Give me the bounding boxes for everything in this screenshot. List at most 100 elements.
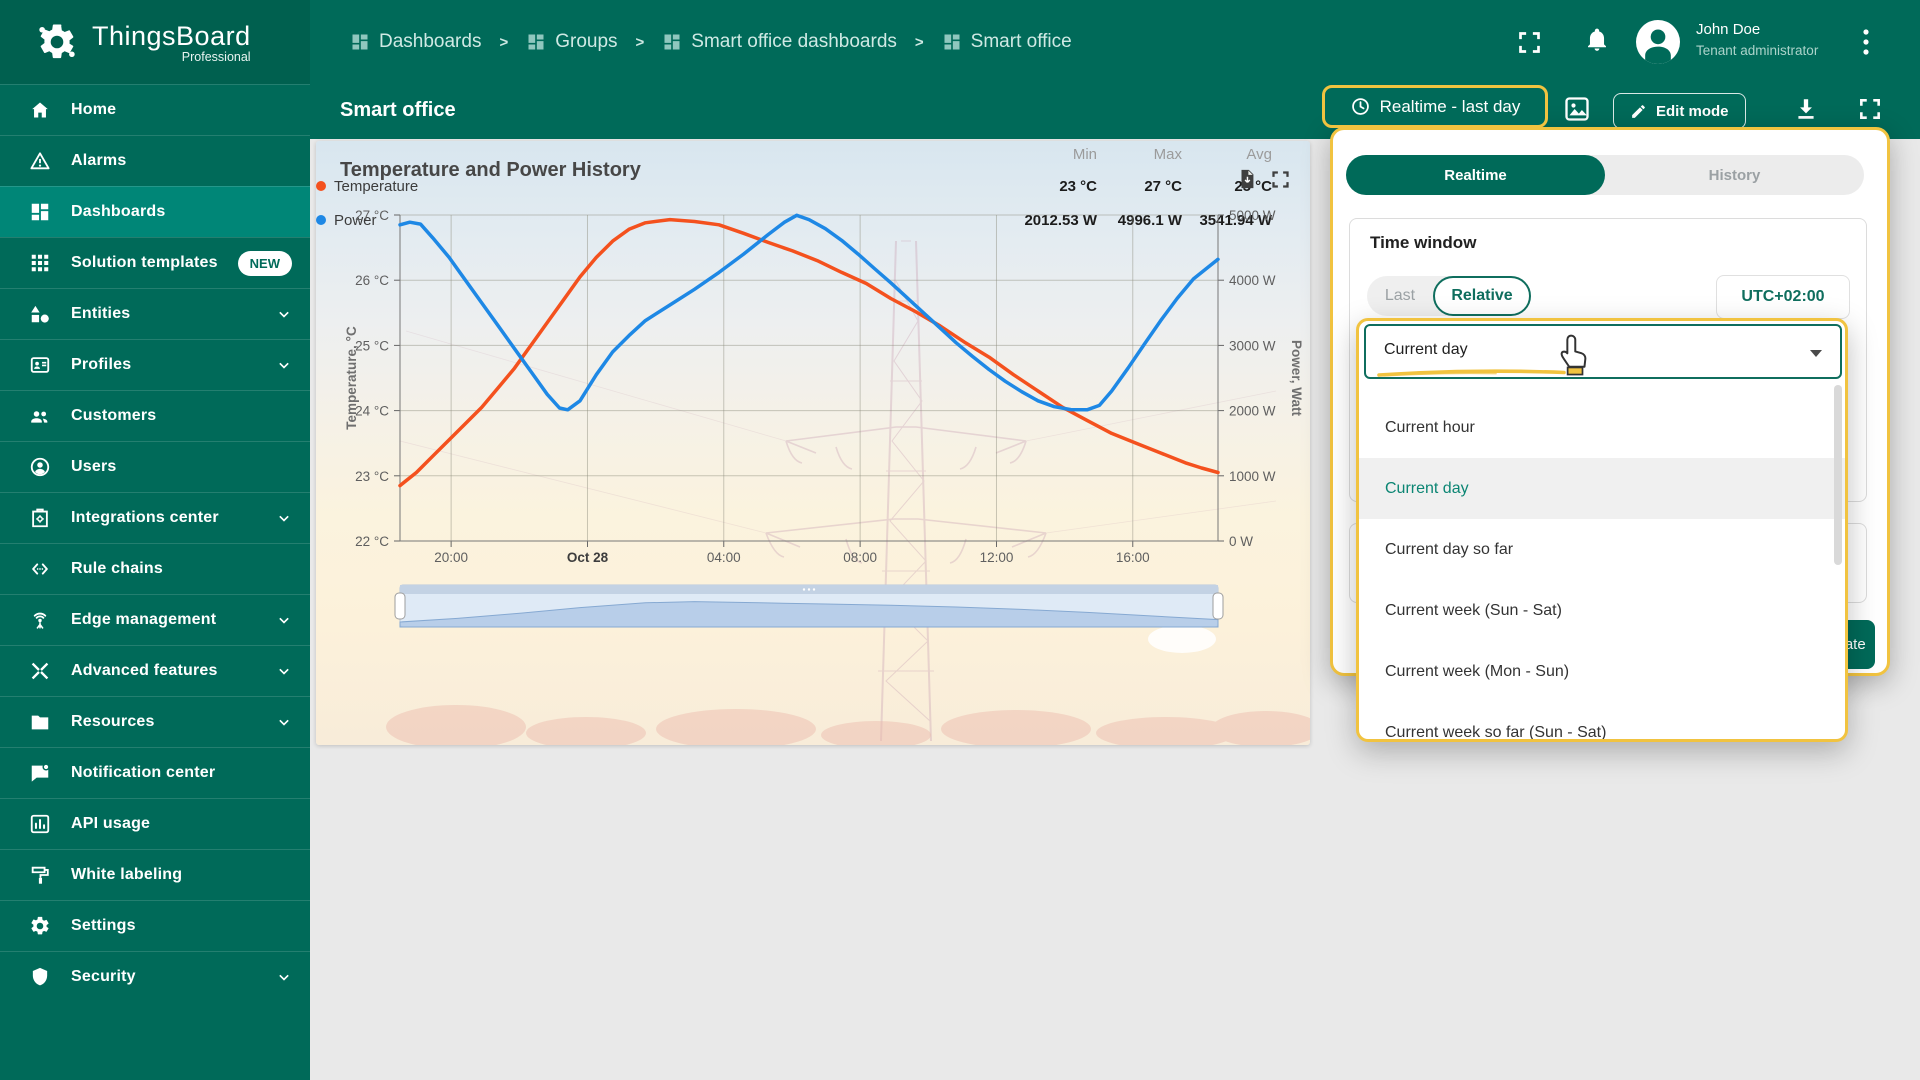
breadcrumb-separator: >	[914, 33, 924, 51]
svg-text:24 °C: 24 °C	[355, 404, 389, 419]
dropdown-scrollbar[interactable]	[1834, 385, 1842, 565]
pencil-icon	[1630, 103, 1647, 120]
power-line	[398, 213, 1220, 412]
sidebar-item-api-usage[interactable]: API usage	[0, 798, 310, 849]
chevron-down-icon	[274, 508, 294, 528]
logo-gear-icon	[36, 21, 78, 63]
breadcrumb-item-smart-office[interactable]: Smart office	[942, 31, 1072, 53]
sidebar-item-settings[interactable]: Settings	[0, 900, 310, 951]
breadcrumb-item-smart-office-dashboards[interactable]: Smart office dashboards	[662, 31, 897, 53]
sidebar-item-profiles[interactable]: Profiles	[0, 339, 310, 390]
chevron-down-icon	[274, 712, 294, 732]
temperature-line	[398, 217, 1220, 488]
page-title: Smart office	[340, 99, 456, 121]
alarms-icon	[28, 150, 52, 172]
series-dot-icon	[316, 215, 326, 225]
download-icon[interactable]	[1793, 96, 1819, 122]
sidebar-item-integrations-center[interactable]: Integrations center	[0, 492, 310, 543]
solution-templates-icon	[28, 252, 52, 274]
tab-realtime[interactable]: Realtime	[1346, 155, 1605, 195]
navigator-right-handle[interactable]	[1212, 592, 1224, 620]
sidebar-menu: Home Alarms Dashboards Solution templates NE…	[0, 84, 310, 1002]
dashboard-image-icon[interactable]	[1563, 95, 1591, 123]
series-dot-icon	[316, 181, 326, 191]
app-logo[interactable]: ThingsBoard Professional	[0, 0, 310, 84]
svg-text:27 °C: 27 °C	[355, 208, 389, 223]
sidebar-item-users[interactable]: Users	[0, 441, 310, 492]
notifications-bell-icon[interactable]	[1584, 27, 1610, 53]
sidebar-item-dashboards[interactable]: Dashboards	[0, 186, 310, 237]
sidebar-item-rule-chains[interactable]: Rule chains	[0, 543, 310, 594]
dashboards-icon	[28, 201, 52, 223]
fullscreen-icon[interactable]	[1516, 29, 1543, 56]
mode-relative-button[interactable]: Relative	[1433, 276, 1531, 316]
tour-highlight-underline	[1377, 369, 1566, 377]
customers-icon	[28, 405, 52, 427]
svg-text:25 °C: 25 °C	[355, 338, 389, 353]
sidebar-item-alarms[interactable]: Alarms	[0, 135, 310, 186]
dashboard-grid-icon	[526, 32, 546, 52]
app-edition: Professional	[181, 49, 251, 64]
home-icon	[28, 99, 52, 121]
option-current-day[interactable]: Current day	[1359, 458, 1845, 519]
sidebar-item-solution-templates[interactable]: Solution templates NEW	[0, 237, 310, 288]
legend-col-avg: Avg	[1246, 145, 1272, 163]
option-current-week-so-far-sun-sat-[interactable]: Current week so far (Sun - Sat)	[1385, 723, 1607, 741]
app-name: ThingsBoard	[92, 20, 251, 51]
sidebar-item-notification-center[interactable]: Notification center	[0, 747, 310, 798]
sidebar-item-home[interactable]: Home	[0, 84, 310, 135]
time-range-navigator[interactable]	[394, 584, 1224, 628]
navigator-left-handle[interactable]	[394, 592, 406, 620]
svg-text:0 W: 0 W	[1229, 534, 1253, 549]
option-current-week-sun-sat-[interactable]: Current week (Sun - Sat)	[1385, 601, 1562, 619]
breadcrumb-separator: >	[499, 33, 509, 51]
svg-text:1000 W: 1000 W	[1229, 469, 1276, 484]
sidebar-item-security[interactable]: Security	[0, 951, 310, 1002]
edit-mode-button[interactable]: Edit mode	[1613, 93, 1746, 129]
sidebar-item-white-labeling[interactable]: White labeling	[0, 849, 310, 900]
svg-text:23 °C: 23 °C	[355, 469, 389, 484]
breadcrumb-item-dashboards[interactable]: Dashboards	[350, 31, 481, 53]
chart: 27 °C 5000 W 26 °C 4000 W 25 °C 3000 W 24 °C 20…	[316, 141, 1310, 745]
legend-item-temperature[interactable]: Temperature	[316, 171, 987, 201]
option-current-hour[interactable]: Current hour	[1385, 418, 1475, 436]
time-range-button[interactable]: Realtime - last day	[1322, 85, 1548, 128]
option-current-day-so-far[interactable]: Current day so far	[1385, 540, 1514, 558]
tab-history[interactable]: History	[1708, 166, 1761, 184]
user-name: John Doe	[1696, 21, 1761, 38]
dashboard-fullscreen-icon[interactable]	[1857, 96, 1883, 122]
mode-last-button[interactable]: Last	[1384, 287, 1416, 304]
sidebar-item-customers[interactable]: Customers	[0, 390, 310, 441]
clock-icon	[1350, 96, 1371, 117]
svg-text:08:00: 08:00	[843, 550, 877, 565]
top-header: Dashboards > Groups > Smart office dashboard…	[0, 0, 1920, 84]
sidebar-item-edge-management[interactable]: Edge management	[0, 594, 310, 645]
sidebar-item-advanced-features[interactable]: Advanced features	[0, 645, 310, 696]
kebab-menu-icon[interactable]	[1862, 28, 1870, 56]
legend-col-min: Min	[1072, 145, 1097, 163]
svg-text:3000 W: 3000 W	[1229, 338, 1276, 353]
interval-select[interactable]: Current day	[1364, 324, 1842, 379]
time-window-tabs: Realtime History	[1346, 155, 1864, 195]
export-file-icon[interactable]	[1236, 168, 1258, 190]
sidebar-item-resources[interactable]: Resources	[0, 696, 310, 747]
chevron-down-icon	[274, 610, 294, 630]
avatar[interactable]	[1636, 20, 1680, 64]
breadcrumb: Dashboards > Groups > Smart office dashboard…	[350, 0, 1072, 84]
svg-text:26 °C: 26 °C	[355, 273, 389, 288]
timezone-button[interactable]: UTC+02:00	[1716, 275, 1850, 319]
sidebar-item-entities[interactable]: Entities	[0, 288, 310, 339]
breadcrumb-separator: >	[635, 33, 645, 51]
settings-icon	[28, 915, 52, 937]
breadcrumb-item-groups[interactable]: Groups	[526, 31, 618, 53]
svg-text:Power, Watt: Power, Watt	[1289, 340, 1304, 417]
new-badge: NEW	[237, 250, 292, 276]
user-role: Tenant administrator	[1696, 43, 1819, 58]
mode-toggle: Last Relative	[1367, 276, 1531, 316]
chevron-down-icon	[274, 967, 294, 987]
widget-fullscreen-icon[interactable]	[1270, 169, 1291, 190]
legend-item-power[interactable]: Power	[316, 205, 987, 235]
option-current-week-mon-sun-[interactable]: Current week (Mon - Sun)	[1385, 662, 1570, 680]
widget-title: Temperature and Power History	[340, 159, 641, 181]
chevron-down-icon	[1810, 350, 1822, 357]
